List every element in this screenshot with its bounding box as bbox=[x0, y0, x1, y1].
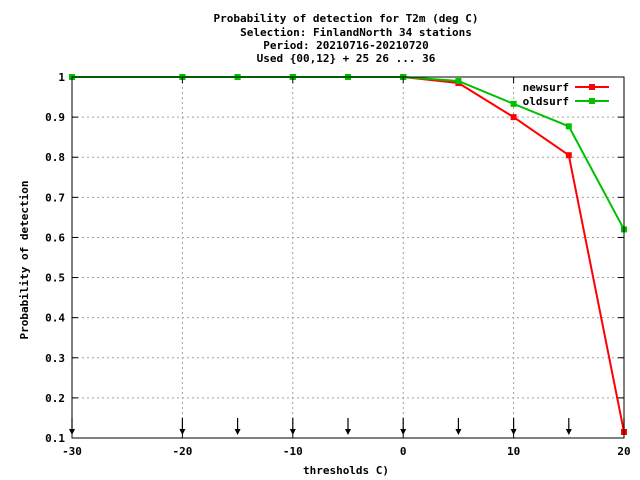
x-tick-labels: -30 -20 -10 0 10 20 bbox=[62, 77, 631, 458]
title-line-1: Probability of detection for T2m (deg C) bbox=[214, 12, 479, 25]
threshold-marker bbox=[345, 418, 351, 435]
y-tick-label: 0.7 bbox=[45, 191, 65, 204]
title-line-2: Selection: FinlandNorth 34 stations bbox=[240, 26, 472, 39]
y-axis-label: Probability of detection bbox=[18, 181, 31, 340]
grid bbox=[72, 77, 624, 438]
chart-title: Probability of detection for T2m (deg C)… bbox=[214, 12, 479, 65]
legend-item-newsurf: newsurf bbox=[523, 81, 609, 94]
y-tick-label: 0.6 bbox=[45, 231, 65, 244]
x-tick-label: -20 bbox=[172, 445, 192, 458]
series-line-newsurf bbox=[72, 76, 625, 433]
y-tick-label: 1 bbox=[58, 71, 65, 84]
y-tick-label: 0.8 bbox=[45, 151, 65, 164]
data-point bbox=[455, 78, 462, 85]
x-tick-label: -30 bbox=[62, 445, 82, 458]
legend-item-oldsurf: oldsurf bbox=[523, 95, 609, 108]
threshold-marker bbox=[565, 418, 572, 435]
series-group bbox=[69, 74, 627, 435]
y-tick-label: 0.9 bbox=[45, 111, 65, 124]
legend-label: newsurf bbox=[523, 81, 569, 94]
x-tick-label: 20 bbox=[617, 445, 630, 458]
threshold-markers bbox=[69, 418, 627, 435]
y-tick-label: 0.1 bbox=[45, 432, 65, 445]
y-tick-label: 0.3 bbox=[45, 352, 65, 365]
legend-swatch-point bbox=[589, 98, 595, 104]
y-tick-label: 0.5 bbox=[45, 272, 65, 285]
legend-swatch-point bbox=[589, 84, 595, 90]
y-tick-labels: 0.1 0.2 0.3 0.4 0.5 0.6 0.7 0.8 0.9 1 bbox=[45, 71, 624, 445]
data-point bbox=[510, 100, 517, 107]
x-tick-label: 10 bbox=[507, 445, 520, 458]
x-tick-label: -10 bbox=[283, 445, 303, 458]
data-point bbox=[510, 114, 517, 121]
title-line-3: Period: 20210716-20210720 bbox=[263, 39, 429, 52]
threshold-marker bbox=[455, 418, 462, 435]
data-point bbox=[565, 123, 572, 130]
y-tick-label: 0.4 bbox=[45, 312, 65, 325]
x-axis-label: thresholds C) bbox=[303, 464, 389, 477]
legend-label: oldsurf bbox=[523, 95, 569, 108]
threshold-marker bbox=[234, 418, 241, 435]
plot-frame bbox=[71, 76, 625, 439]
x-tick-label: 0 bbox=[400, 445, 407, 458]
series-newsurf bbox=[69, 74, 627, 435]
data-point bbox=[565, 152, 572, 159]
y-tick-label: 0.2 bbox=[45, 392, 65, 405]
title-line-4: Used {00,12} + 25 26 ... 36 bbox=[257, 52, 436, 65]
